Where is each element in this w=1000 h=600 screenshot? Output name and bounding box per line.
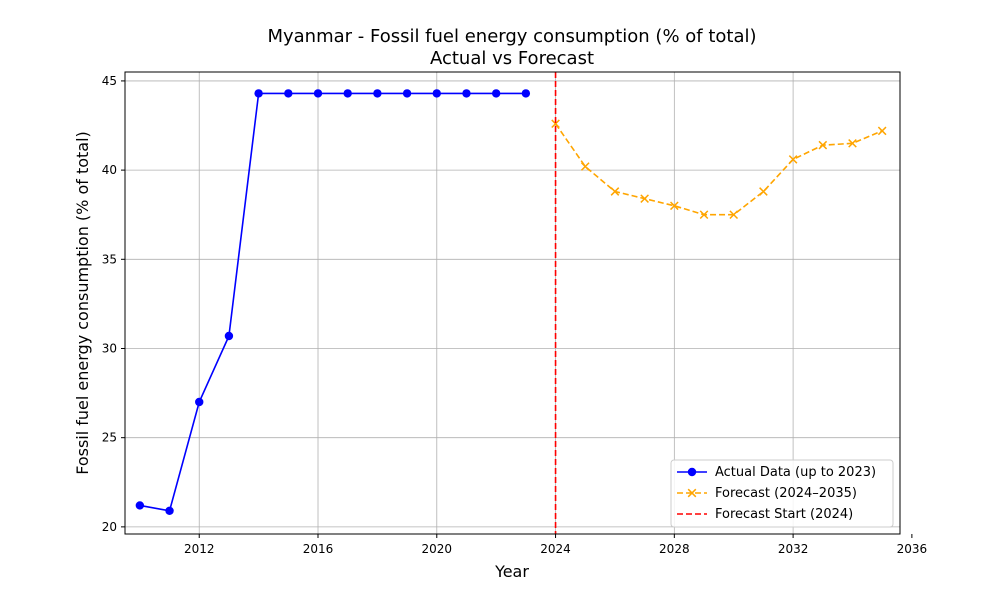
y-tick-label: 25 xyxy=(102,431,117,445)
x-tick-label: 2016 xyxy=(303,542,334,556)
forecast-data-point xyxy=(877,126,887,136)
actual-data-point xyxy=(462,89,471,98)
legend-marker-actual xyxy=(687,467,697,477)
legend: Actual Data (up to 2023) Forecast (2024–… xyxy=(670,459,894,528)
y-tick-label: 45 xyxy=(102,74,117,88)
plot-frame xyxy=(124,71,901,535)
x-tick-label: 2012 xyxy=(184,542,215,556)
actual-data-point xyxy=(284,89,293,98)
actual-data-point xyxy=(224,331,234,341)
actual-data-point xyxy=(135,501,145,510)
x-tick-label: 2024 xyxy=(540,542,571,556)
legend-label-forecast-start: Forecast Start (2024) xyxy=(715,507,853,522)
actual-data-point xyxy=(313,89,323,98)
y-tick-label: 30 xyxy=(102,341,117,355)
y-tick-label: 35 xyxy=(102,252,117,266)
actual-data-point xyxy=(254,89,263,98)
actual-series-line xyxy=(139,92,526,512)
y-axis-label: Fossil fuel energy consumption (% of tot… xyxy=(73,131,92,475)
actual-data-point xyxy=(373,89,382,98)
forecast-data-point xyxy=(788,155,798,164)
forecast-data-point xyxy=(729,210,739,220)
legend-label-forecast: Forecast (2024–2035) xyxy=(715,486,857,501)
actual-data-point xyxy=(432,89,441,98)
x-tick-label: 2028 xyxy=(659,542,690,556)
forecast-data-point xyxy=(551,119,560,129)
legend-box xyxy=(670,459,894,528)
x-tick-label: 2020 xyxy=(422,542,453,556)
forecast-data-point xyxy=(818,140,828,150)
actual-data-point xyxy=(343,89,352,98)
chart-title: Myanmar - Fossil fuel energy consumption… xyxy=(267,26,756,47)
forecast-data-point xyxy=(699,210,709,220)
x-tick-label: 2036 xyxy=(897,542,928,556)
chart-subtitle: Actual vs Forecast xyxy=(430,48,594,69)
series-layer xyxy=(135,72,887,534)
actual-data-point xyxy=(491,89,501,98)
x-axis-label: Year xyxy=(494,562,529,581)
legend-label-actual: Actual Data (up to 2023) xyxy=(715,465,876,480)
actual-data-point xyxy=(195,397,204,407)
forecast-data-point xyxy=(759,187,768,196)
forecast-data-point xyxy=(580,162,590,171)
legend-entries: Actual Data (up to 2023) Forecast (2024–… xyxy=(677,465,876,522)
forecast-data-point xyxy=(848,139,857,148)
grid xyxy=(125,72,900,534)
actual-data-point xyxy=(165,506,174,516)
forecast-data-point xyxy=(669,201,679,211)
forecast-series-line xyxy=(554,123,883,216)
x-tick-label: 2032 xyxy=(778,542,809,556)
actual-data-point xyxy=(402,89,412,98)
forecast-data-point xyxy=(640,194,649,203)
y-tick-label: 40 xyxy=(102,163,117,177)
actual-data-point xyxy=(521,89,531,98)
legend-marker-forecast xyxy=(687,488,697,498)
axis-ticks: 2012 2016 2020 2024 2028 2032 2036 20 25 30 35 40 45 xyxy=(102,74,927,556)
forecast-data-point xyxy=(610,187,620,196)
y-tick-label: 20 xyxy=(102,520,117,534)
